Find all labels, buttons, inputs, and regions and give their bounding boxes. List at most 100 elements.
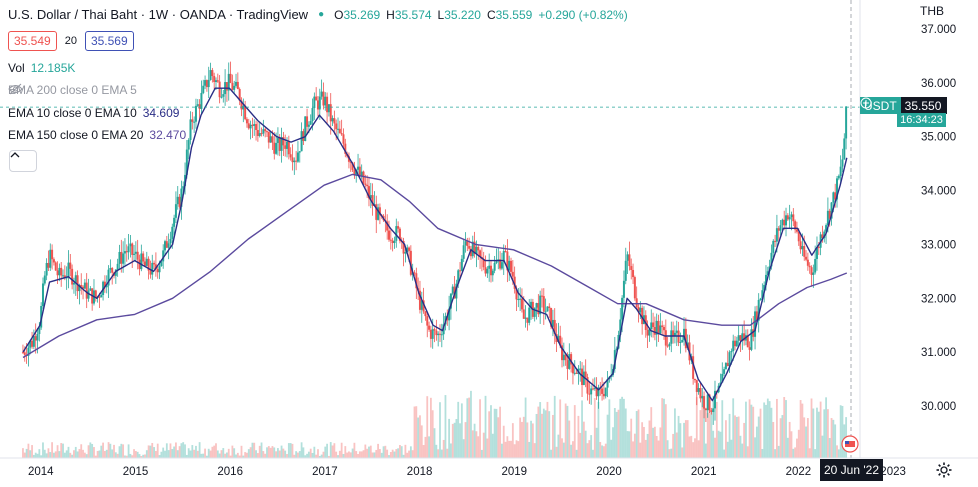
candle-body (845, 106, 848, 139)
candle-body (371, 195, 374, 206)
volume-legend[interactable]: Vol 12.185K (8, 61, 75, 75)
volume-bar (757, 416, 760, 458)
volume-bar (196, 450, 199, 458)
candle-body (568, 354, 571, 369)
volume-bar (307, 451, 310, 458)
candle-body (524, 317, 527, 319)
settings-gear-icon[interactable] (935, 461, 953, 479)
candle-body (763, 284, 766, 291)
candle-body (544, 311, 547, 313)
volume-bar (595, 427, 598, 458)
volume-bar (315, 454, 318, 458)
candle-body (151, 262, 154, 275)
volume-bar (613, 408, 616, 458)
ema10-legend[interactable]: EMA 10 close 0 EMA 10 34.609 (8, 106, 179, 120)
currency-label[interactable]: THB (920, 4, 944, 18)
candle-body (218, 81, 221, 98)
flag-canton (845, 441, 849, 444)
volume-bar (557, 434, 560, 458)
candle-body (537, 303, 540, 315)
crosshair-date-label: 20 Jun '22 (820, 459, 883, 481)
candle-body (573, 372, 576, 374)
candle-body (205, 80, 208, 88)
volume-bar (808, 448, 811, 458)
volume-bar (606, 414, 609, 458)
candle-body (559, 335, 562, 346)
volume-bar (497, 417, 500, 458)
ohlc-change: +0.290 (+0.82%) (538, 7, 628, 22)
volume-bar (151, 442, 154, 458)
candle-body (180, 188, 183, 207)
volume-bar (468, 397, 471, 458)
volume-bar (777, 445, 780, 458)
candle-body (582, 371, 585, 385)
volume-bar (51, 442, 53, 458)
volume-bar (524, 397, 527, 458)
volume-bar (444, 395, 447, 458)
candle-body (49, 249, 52, 268)
volume-bar (127, 444, 130, 458)
candle-body (200, 92, 203, 109)
candle-body (781, 219, 784, 226)
volume-bar (637, 409, 640, 458)
volume-bar (231, 445, 234, 458)
volume-bar (715, 401, 718, 458)
candle-body (739, 335, 742, 341)
candle-body (404, 252, 407, 254)
volume-bar (324, 446, 327, 458)
candle-body (204, 80, 207, 86)
volume-bar (837, 449, 840, 458)
volume-bar (158, 455, 161, 458)
ema150-legend[interactable]: EMA 150 close 0 EMA 20 32.470 (8, 128, 186, 142)
candle-body (80, 284, 83, 287)
volume-bar (165, 443, 168, 458)
volume-bar (382, 446, 385, 458)
ema200-legend[interactable]: EMA 200 close 0 EMA 5 (8, 83, 147, 97)
symbol-title[interactable]: U.S. Dollar / Thai Baht · 1W · OANDA · T… (8, 7, 309, 22)
candle-body (136, 251, 139, 260)
volume-bar (404, 444, 407, 458)
candle-body (513, 276, 516, 289)
candle-body (295, 160, 298, 162)
bid-button[interactable]: 35.549 (8, 31, 57, 51)
volume-bar (783, 397, 786, 458)
candle-body (801, 246, 804, 250)
candle-body (806, 259, 809, 266)
candle-body (484, 267, 487, 274)
add-alert-icon[interactable] (860, 97, 872, 109)
ema10-label: EMA 10 close 0 EMA 10 (8, 106, 137, 120)
candle-body (389, 239, 392, 241)
candle-body (772, 240, 775, 253)
candle-body (703, 396, 706, 409)
volume-bar (714, 437, 716, 458)
candle-body (164, 241, 167, 251)
volume-bar (293, 454, 296, 458)
volume-bar (486, 438, 489, 458)
volume-bar (173, 446, 176, 458)
volume-bar (535, 413, 538, 458)
candle-body (815, 247, 818, 259)
ask-button[interactable]: 35.569 (84, 31, 134, 51)
volume-bar (455, 418, 458, 458)
volume-bar (772, 421, 775, 458)
last-price-tag: USDT 35.550 (860, 97, 948, 114)
volume-bar (548, 411, 551, 458)
volume-bar (830, 418, 833, 458)
candle-body (377, 207, 380, 220)
volume-bar (581, 400, 583, 458)
volume-bar (588, 440, 591, 458)
candle-body (209, 70, 212, 80)
volume-bar (670, 448, 673, 458)
candle-body (632, 269, 635, 278)
volume-bar (113, 444, 115, 458)
time-tick-label: 2019 (502, 466, 528, 478)
volume-bar (553, 395, 556, 458)
volume-bar (552, 414, 554, 458)
candle-body (326, 96, 329, 113)
volume-bar (796, 438, 798, 458)
volume-bar (734, 415, 736, 458)
collapse-legend-button[interactable] (9, 150, 37, 172)
volume-bar (291, 443, 294, 458)
